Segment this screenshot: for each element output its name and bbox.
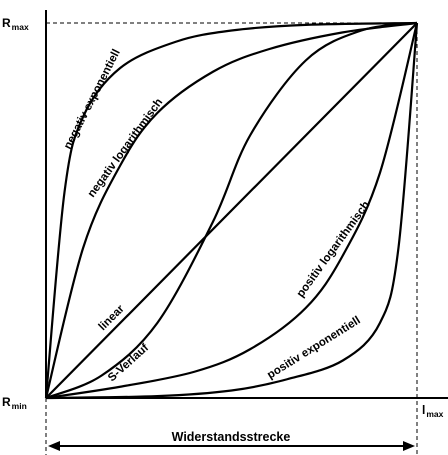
span-arrow-left-head	[48, 441, 60, 451]
span-label: Widerstandsstrecke	[172, 430, 291, 444]
curve-positiv-exponentiell	[45, 22, 419, 400]
curves-group	[44, 21, 419, 400]
curve-linear	[45, 22, 418, 399]
curve-negativ-logarithmisch	[44, 21, 418, 399]
label-negativ-logarithmisch: negativ logarithmisch	[86, 97, 166, 200]
curve-negativ-exponentiell	[44, 21, 418, 399]
label-negativ-exponentiell: negativ exponentiell	[62, 47, 123, 151]
label-s-verlauf: S-Verlauf	[106, 342, 151, 384]
y-axis-max-label: Rmax	[2, 16, 29, 32]
y-axis-min-label: Rmin	[2, 395, 27, 411]
x-axis-max-label: lmax	[422, 403, 444, 419]
curve-positiv-logarithmisch	[45, 22, 419, 400]
curve-s-verlauf	[45, 21, 418, 400]
span-arrow-right-head	[403, 441, 415, 451]
label-positiv-logarithmisch: positiv logarithmisch	[295, 199, 373, 300]
label-linear: linear	[97, 303, 128, 334]
